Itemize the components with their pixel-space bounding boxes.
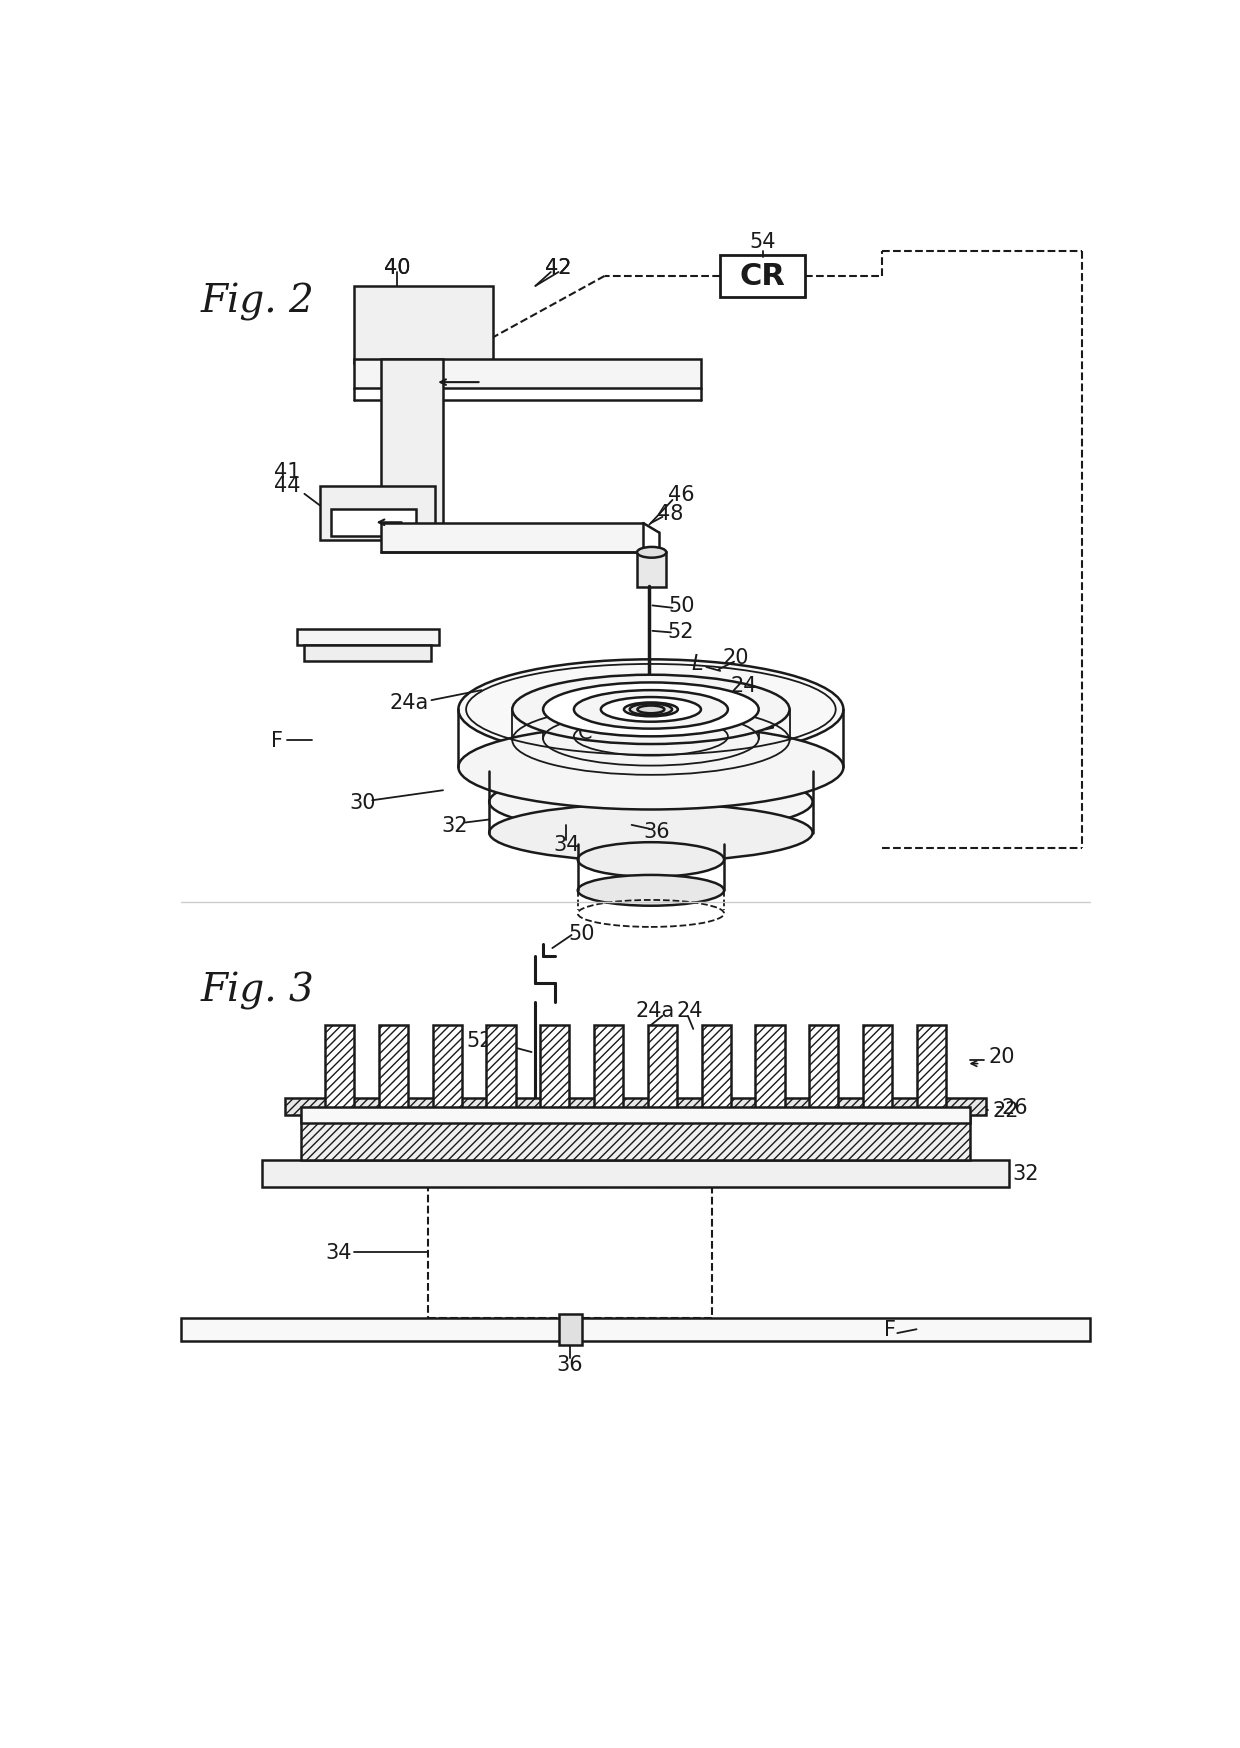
- Bar: [379, 1026, 408, 1113]
- Ellipse shape: [459, 661, 843, 760]
- Text: 42: 42: [546, 257, 572, 278]
- Text: 24: 24: [730, 675, 756, 696]
- Bar: [300, 1113, 971, 1161]
- Bar: [262, 1161, 1009, 1187]
- Text: Fig. 3: Fig. 3: [201, 972, 314, 1010]
- Ellipse shape: [490, 804, 812, 862]
- Text: 54: 54: [749, 232, 776, 252]
- Text: 52: 52: [667, 622, 693, 642]
- Text: 30: 30: [348, 792, 376, 813]
- Text: 52: 52: [466, 1031, 494, 1051]
- Bar: [300, 1108, 971, 1124]
- Text: 24a: 24a: [389, 692, 429, 711]
- Bar: [720, 255, 805, 299]
- Text: 22: 22: [992, 1099, 1018, 1120]
- Bar: [863, 1026, 892, 1113]
- Ellipse shape: [630, 704, 672, 715]
- Bar: [331, 510, 417, 537]
- Bar: [304, 647, 432, 661]
- Text: 41: 41: [274, 461, 300, 481]
- Text: F: F: [272, 731, 284, 750]
- Text: 40: 40: [383, 257, 410, 278]
- Text: 24a: 24a: [635, 1000, 675, 1021]
- Text: 44: 44: [274, 475, 300, 495]
- Text: 34: 34: [553, 834, 579, 855]
- Text: 32: 32: [441, 815, 467, 836]
- Text: 20: 20: [723, 649, 749, 668]
- Bar: [296, 629, 439, 647]
- Bar: [755, 1026, 785, 1113]
- Text: 22: 22: [707, 706, 733, 725]
- Text: 24: 24: [676, 1000, 703, 1021]
- Bar: [433, 1026, 461, 1113]
- Bar: [355, 360, 701, 390]
- Text: 32: 32: [1013, 1162, 1039, 1183]
- Text: C: C: [578, 724, 593, 743]
- Ellipse shape: [601, 697, 701, 722]
- Text: 50: 50: [568, 923, 595, 944]
- Text: 42: 42: [546, 257, 572, 278]
- Text: CR: CR: [739, 262, 785, 292]
- Text: 26: 26: [1001, 1098, 1028, 1117]
- Text: F: F: [884, 1320, 895, 1339]
- Ellipse shape: [578, 843, 724, 877]
- Ellipse shape: [578, 876, 724, 905]
- Bar: [558, 1314, 582, 1344]
- Bar: [325, 1026, 355, 1113]
- Text: L: L: [691, 654, 703, 673]
- Bar: [181, 1318, 1090, 1341]
- Bar: [916, 1026, 946, 1113]
- Text: 20: 20: [988, 1047, 1014, 1066]
- Bar: [382, 524, 644, 552]
- Bar: [702, 1026, 730, 1113]
- Ellipse shape: [543, 683, 759, 738]
- Text: 36: 36: [557, 1355, 583, 1374]
- Text: 40: 40: [383, 257, 410, 278]
- Ellipse shape: [624, 703, 678, 717]
- Ellipse shape: [512, 675, 790, 745]
- Bar: [810, 1026, 838, 1113]
- Text: Fig. 2: Fig. 2: [201, 283, 314, 322]
- Text: 48: 48: [657, 503, 683, 524]
- Ellipse shape: [459, 725, 843, 809]
- Bar: [428, 1187, 713, 1318]
- Ellipse shape: [637, 706, 665, 713]
- Bar: [382, 360, 443, 537]
- Text: 46: 46: [668, 484, 694, 505]
- Bar: [541, 1026, 569, 1113]
- Bar: [320, 486, 435, 540]
- Ellipse shape: [637, 547, 666, 558]
- Bar: [594, 1026, 624, 1113]
- FancyArrowPatch shape: [746, 722, 773, 731]
- Text: 36: 36: [644, 822, 671, 841]
- Ellipse shape: [490, 771, 812, 834]
- Bar: [285, 1098, 986, 1115]
- Bar: [647, 1026, 677, 1113]
- Text: 50: 50: [668, 596, 694, 615]
- Ellipse shape: [574, 690, 728, 729]
- Bar: [486, 1026, 516, 1113]
- Bar: [637, 552, 666, 587]
- Text: 34: 34: [326, 1243, 352, 1262]
- Bar: [355, 287, 494, 364]
